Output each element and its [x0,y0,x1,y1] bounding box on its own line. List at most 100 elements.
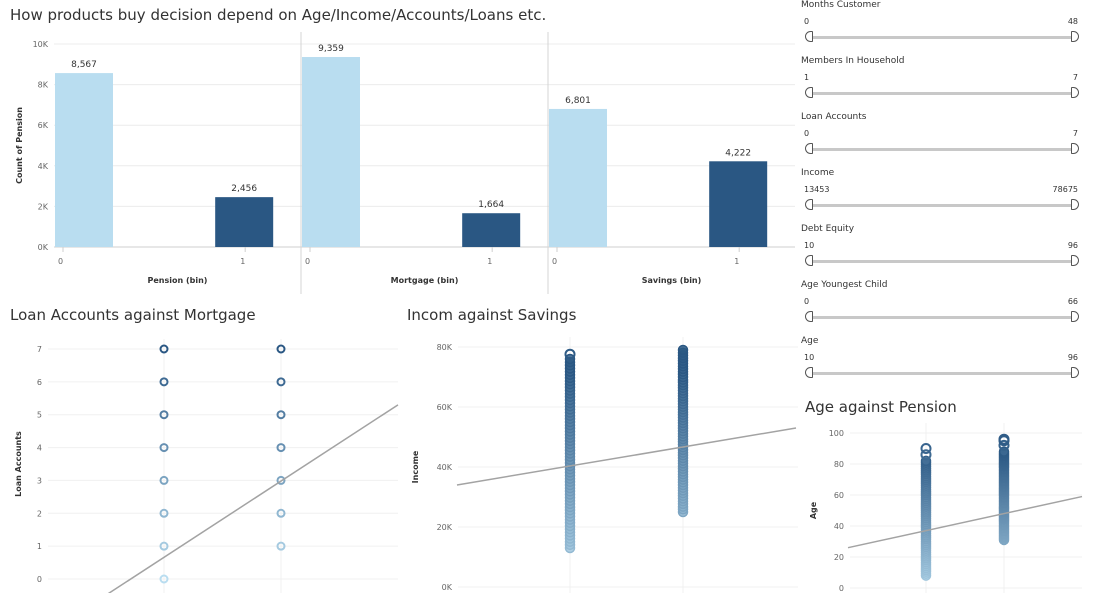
bar-value-label: 2,456 [231,184,257,194]
slider-track[interactable] [808,260,1076,263]
filter-min-value: 13453 [804,185,830,194]
data-point [159,508,169,518]
y-tick-label: 60 [834,491,844,500]
x-axis-label: Savings (bin) [642,276,702,285]
y-tick-label: 4 [37,444,42,453]
income-savings-scatter: 0K 20K 40K 60K 80K Income [411,337,798,593]
filter-min-value: 0 [804,17,810,26]
filter-label: Loan Accounts [801,112,867,122]
y-tick-label: 0 [839,584,844,593]
bar [462,213,521,247]
age-pension-title: Age against Pension [805,398,957,416]
y-axis-label: Income [411,450,420,483]
y-tick-label: 80 [834,460,844,469]
filter-members-in-household[interactable]: Members In Household 1 7 [800,56,1082,112]
bar [55,73,113,247]
data-point [276,508,286,518]
data-point [998,439,1010,451]
slider-min-handle[interactable] [805,255,813,266]
slider-max-handle[interactable] [1071,367,1079,378]
y-tick-label: 4K [38,162,49,171]
slider-max-handle[interactable] [1071,199,1079,210]
filter-min-value: 0 [804,129,810,138]
bar-chart: 0K 2K 4K 6K 8K 10K Count of Pension 8,567 0 2,456… [15,32,795,294]
bar-value-label: 1,664 [478,200,504,210]
slider-max-handle[interactable] [1071,255,1079,266]
slider-max-handle[interactable] [1071,143,1079,154]
filter-label: Months Customer [801,0,881,10]
slider-track[interactable] [808,92,1076,95]
data-point [159,541,169,551]
slider-min-handle[interactable] [805,311,813,322]
data-point [159,377,169,387]
filter-max-value: 7 [1072,129,1078,138]
y-tick-label: 8K [38,81,49,90]
filter-age-youngest-child[interactable]: Age Youngest Child 0 66 [800,280,1082,336]
filter-label: Age Youngest Child [801,280,888,290]
x-axis-label: Mortgage (bin) [391,276,459,285]
filter-max-value: 78675 [1052,185,1078,194]
slider-max-handle[interactable] [1071,311,1079,322]
filter-loan-accounts[interactable]: Loan Accounts 0 7 [800,112,1082,168]
data-point [276,377,286,387]
slider-max-handle[interactable] [1071,31,1079,42]
filter-age[interactable]: Age 10 96 [800,336,1082,392]
filter-max-value: 96 [1067,241,1078,250]
slider-track[interactable] [808,204,1076,207]
slider-track[interactable] [808,372,1076,375]
slider-max-handle[interactable] [1071,87,1079,98]
slider-track[interactable] [808,36,1076,39]
y-axis-label: Age [809,501,818,519]
trend-line [456,427,797,486]
filter-income[interactable]: Income 13453 78675 [800,168,1082,224]
bar-value-label: 9,359 [318,44,344,54]
y-tick-label: 0K [442,583,453,592]
y-tick-label: 20K [437,523,453,532]
filter-max-value: 96 [1067,353,1078,362]
data-point [920,443,932,454]
slider-min-handle[interactable] [805,87,813,98]
slider-min-handle[interactable] [805,367,813,378]
x-tick-label: 1 [734,257,739,266]
bar [215,197,274,247]
data-point [998,433,1010,445]
y-tick-label: 3 [37,476,42,485]
bar [549,108,607,247]
x-tick-label: 1 [487,257,492,266]
data-point [276,344,286,354]
slider-min-handle[interactable] [805,199,813,210]
y-tick-label: 0K [38,243,49,252]
filter-max-value: 7 [1072,73,1078,82]
filter-months-customer[interactable]: Months Customer 0 48 [800,0,1082,56]
bar [302,57,360,247]
slider-track[interactable] [808,316,1076,319]
x-tick-label: 1 [240,257,245,266]
filter-label: Age [801,336,819,346]
slider-min-handle[interactable] [805,143,813,154]
filter-label: Income [801,168,835,178]
x-tick-label: 0 [552,257,557,266]
bar-value-label: 6,801 [565,96,591,106]
dashboard-title: How products buy decision depend on Age/… [10,6,547,24]
income-savings-title: Incom against Savings [407,306,577,324]
data-point [159,410,169,420]
data-point [159,475,169,485]
y-tick-label: 60K [437,403,453,412]
slider-track[interactable] [808,148,1076,151]
filter-max-value: 66 [1067,297,1078,306]
filter-debt-equity[interactable]: Debt Equity 10 96 [800,224,1082,280]
filter-max-value: 48 [1067,17,1078,26]
x-tick-label: 0 [58,257,63,266]
data-point [276,443,286,453]
y-tick-label: 6 [37,378,42,387]
y-tick-label: 40K [437,463,453,472]
x-axis-label: Pension (bin) [148,276,208,285]
y-tick-label: 80K [437,343,453,352]
data-point [159,443,169,453]
bar-value-label: 4,222 [725,148,751,158]
y-tick-label: 6K [38,121,49,130]
data-point [276,475,286,485]
y-tick-label: 100 [829,429,844,438]
slider-min-handle[interactable] [805,31,813,42]
data-point [159,574,169,584]
